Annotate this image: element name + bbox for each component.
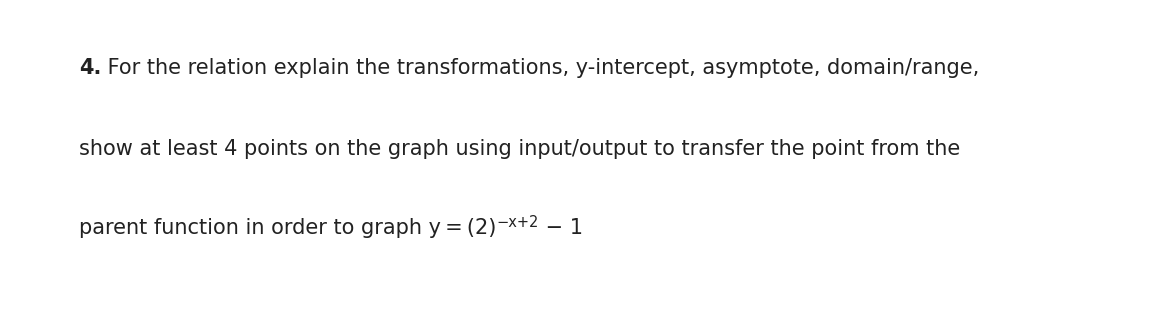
Text: − 1: − 1 xyxy=(539,218,583,238)
Text: For the relation explain the transformations, y-intercept, asymptote, domain/ran: For the relation explain the transformat… xyxy=(101,58,980,78)
Text: −x+2: −x+2 xyxy=(496,215,539,230)
Text: parent function in order to graph y = (2): parent function in order to graph y = (2… xyxy=(79,218,496,238)
Text: show at least 4 points on the graph using input/output to transfer the point fro: show at least 4 points on the graph usin… xyxy=(79,139,960,159)
Text: 4.: 4. xyxy=(79,58,101,78)
